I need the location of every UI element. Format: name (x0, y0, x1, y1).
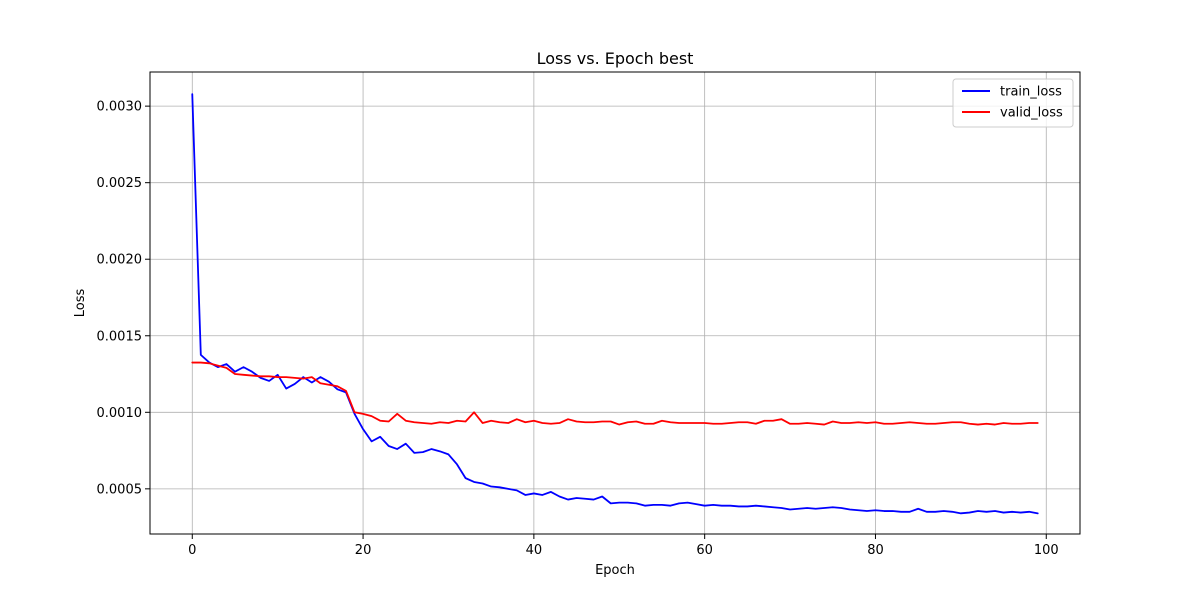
x-tick-label: 0 (188, 543, 196, 558)
y-tick-label: 0.0030 (97, 100, 143, 115)
ticks-layer: 0 20 40 60 80 100 0.0005 0.0010 0.0015 0.0020 0.00… (97, 100, 1059, 558)
y-axis-label: Loss (73, 289, 88, 318)
series-layer (191, 93, 1039, 515)
x-tick-label: 80 (867, 543, 884, 558)
grid-layer (150, 72, 1080, 534)
legend-label-train-loss: train_loss (1000, 85, 1062, 100)
plot-frame (149, 71, 1081, 535)
x-axis-label: Epoch (595, 563, 635, 578)
legend: train_loss valid_loss (952, 78, 1074, 128)
series-line-train-loss (191, 93, 1039, 515)
y-tick-label: 0.0005 (97, 482, 143, 497)
y-tick-label: 0.0015 (97, 329, 143, 344)
chart-title: Loss vs. Epoch best (537, 49, 694, 68)
y-tick-label: 0.0025 (97, 176, 143, 191)
x-tick-label: 40 (526, 543, 543, 558)
x-tick-label: 100 (1034, 543, 1059, 558)
y-tick-label: 0.0010 (97, 406, 143, 421)
y-tick-label: 0.0020 (97, 253, 143, 268)
x-tick-label: 20 (355, 543, 372, 558)
series-line-valid-loss (191, 361, 1039, 426)
legend-label-valid-loss: valid_loss (1000, 106, 1063, 121)
x-tick-label: 60 (696, 543, 713, 558)
